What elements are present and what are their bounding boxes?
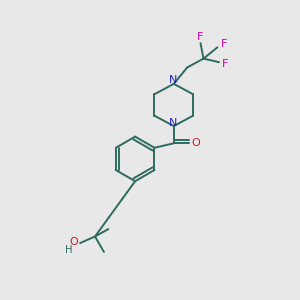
Text: F: F [221,39,227,49]
Text: O: O [191,138,200,148]
Text: F: F [222,59,229,69]
Text: H: H [65,245,73,256]
Text: N: N [168,118,177,128]
Text: O: O [70,237,79,248]
Text: F: F [196,32,203,42]
Text: N: N [168,75,177,85]
